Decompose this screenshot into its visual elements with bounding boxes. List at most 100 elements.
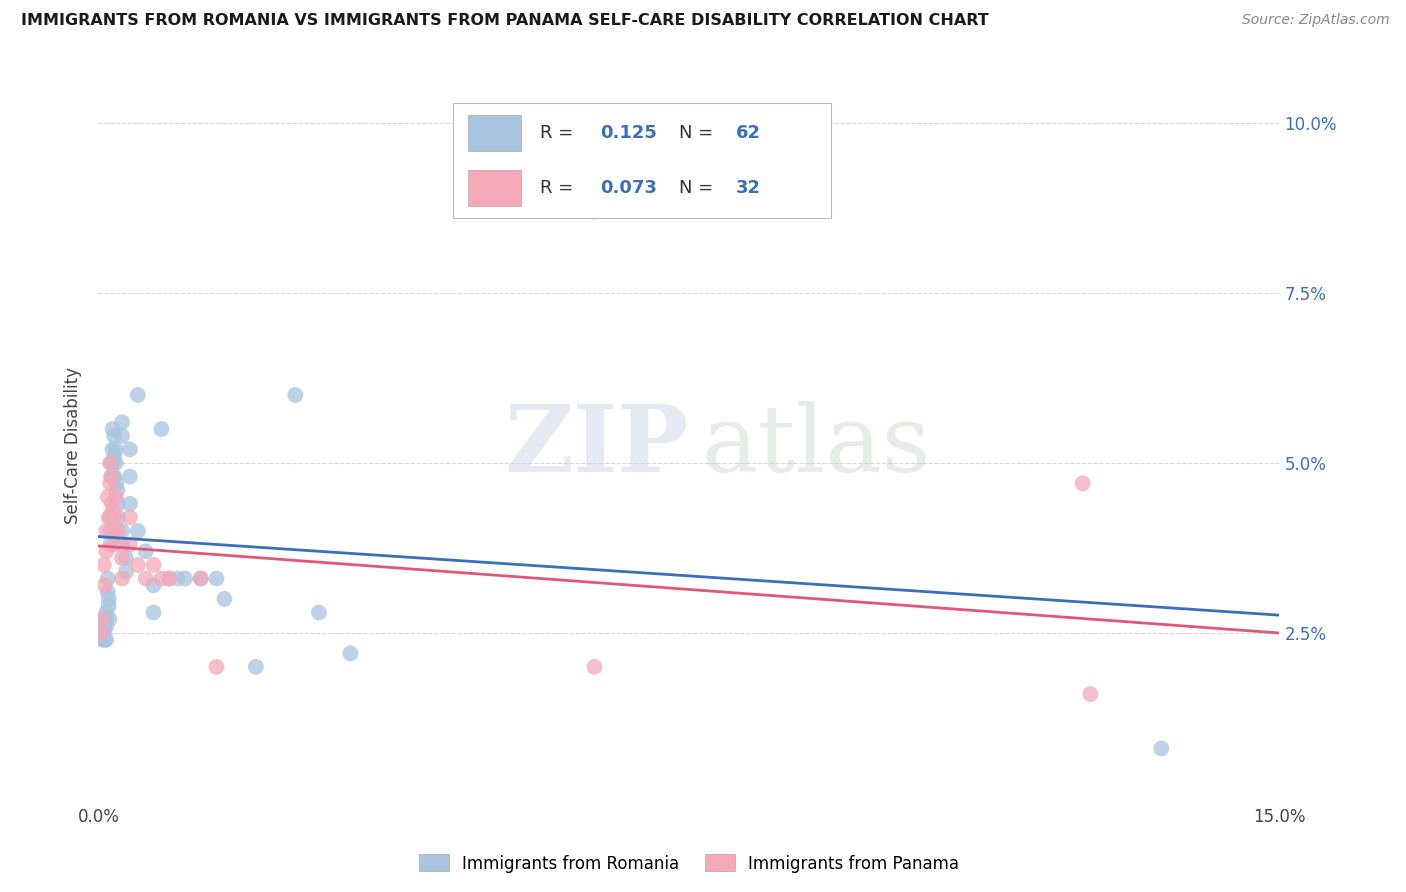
Point — [111, 551, 134, 566]
Point — [190, 572, 212, 586]
Text: ZIP: ZIP — [505, 401, 689, 491]
Point — [111, 415, 134, 429]
Point — [98, 510, 121, 524]
Text: 0.125: 0.125 — [600, 124, 657, 142]
Point — [583, 660, 606, 674]
Point — [190, 572, 212, 586]
Point — [93, 626, 115, 640]
Point — [111, 537, 134, 551]
Point — [103, 524, 125, 538]
Point — [96, 619, 118, 633]
Point — [205, 660, 228, 674]
Point — [101, 442, 124, 457]
Point — [103, 537, 125, 551]
FancyBboxPatch shape — [468, 115, 520, 152]
Point — [101, 503, 124, 517]
Point — [107, 510, 129, 524]
Text: IMMIGRANTS FROM ROMANIA VS IMMIGRANTS FROM PANAMA SELF-CARE DISABILITY CORRELATI: IMMIGRANTS FROM ROMANIA VS IMMIGRANTS FR… — [21, 13, 988, 29]
Point — [111, 429, 134, 443]
Point — [98, 456, 121, 470]
Point — [97, 490, 120, 504]
Text: N =: N = — [679, 179, 720, 197]
Point — [1080, 687, 1102, 701]
Point — [118, 497, 141, 511]
Point — [104, 442, 127, 457]
Point — [96, 632, 118, 647]
Text: Source: ZipAtlas.com: Source: ZipAtlas.com — [1241, 13, 1389, 28]
Point — [96, 544, 118, 558]
Point — [142, 606, 165, 620]
Point — [91, 626, 114, 640]
Point — [101, 422, 124, 436]
FancyBboxPatch shape — [453, 103, 831, 218]
Point — [157, 572, 180, 586]
Point — [103, 469, 125, 483]
Point — [205, 572, 228, 586]
Point — [98, 612, 121, 626]
Point — [214, 591, 236, 606]
Point — [308, 606, 330, 620]
Point — [107, 524, 129, 538]
Point — [105, 483, 128, 498]
Point — [104, 456, 127, 470]
Point — [245, 660, 267, 674]
FancyBboxPatch shape — [468, 169, 520, 206]
Point — [115, 565, 138, 579]
Point — [96, 524, 118, 538]
Text: N =: N = — [679, 124, 720, 142]
Point — [174, 572, 197, 586]
Point — [91, 626, 114, 640]
Point — [97, 585, 120, 599]
Point — [1071, 476, 1094, 491]
Point — [115, 551, 138, 566]
Point — [91, 612, 114, 626]
Legend: Immigrants from Romania, Immigrants from Panama: Immigrants from Romania, Immigrants from… — [412, 847, 966, 880]
Point — [111, 524, 134, 538]
Point — [103, 429, 125, 443]
Point — [97, 591, 120, 606]
Point — [103, 510, 125, 524]
Point — [103, 449, 125, 463]
Text: 32: 32 — [737, 179, 761, 197]
Point — [98, 524, 121, 538]
Text: R =: R = — [540, 124, 579, 142]
Point — [97, 510, 120, 524]
Point — [142, 578, 165, 592]
Point — [101, 497, 124, 511]
Point — [111, 572, 134, 586]
Point — [157, 572, 180, 586]
Point — [118, 510, 141, 524]
Point — [93, 632, 115, 647]
Point — [97, 572, 120, 586]
Point — [93, 619, 115, 633]
Point — [96, 612, 118, 626]
Point — [103, 469, 125, 483]
Text: atlas: atlas — [700, 401, 929, 491]
Point — [150, 572, 173, 586]
Point — [135, 572, 157, 586]
Point — [103, 456, 125, 470]
Point — [91, 612, 114, 626]
Point — [127, 558, 149, 572]
Point — [91, 619, 114, 633]
Point — [1150, 741, 1173, 756]
Point — [98, 476, 121, 491]
Point — [118, 537, 141, 551]
Point — [97, 599, 120, 613]
Point — [142, 558, 165, 572]
Point — [118, 469, 141, 483]
Point — [93, 558, 115, 572]
Text: R =: R = — [540, 179, 579, 197]
Text: 0.073: 0.073 — [600, 179, 657, 197]
Point — [105, 476, 128, 491]
Point — [96, 606, 118, 620]
Y-axis label: Self-Care Disability: Self-Care Disability — [65, 368, 83, 524]
Point — [91, 632, 114, 647]
Point — [339, 646, 361, 660]
Point — [100, 456, 122, 470]
Point — [93, 612, 115, 626]
Point — [100, 469, 122, 483]
Point — [284, 388, 307, 402]
Point — [127, 524, 149, 538]
Point — [166, 572, 188, 586]
